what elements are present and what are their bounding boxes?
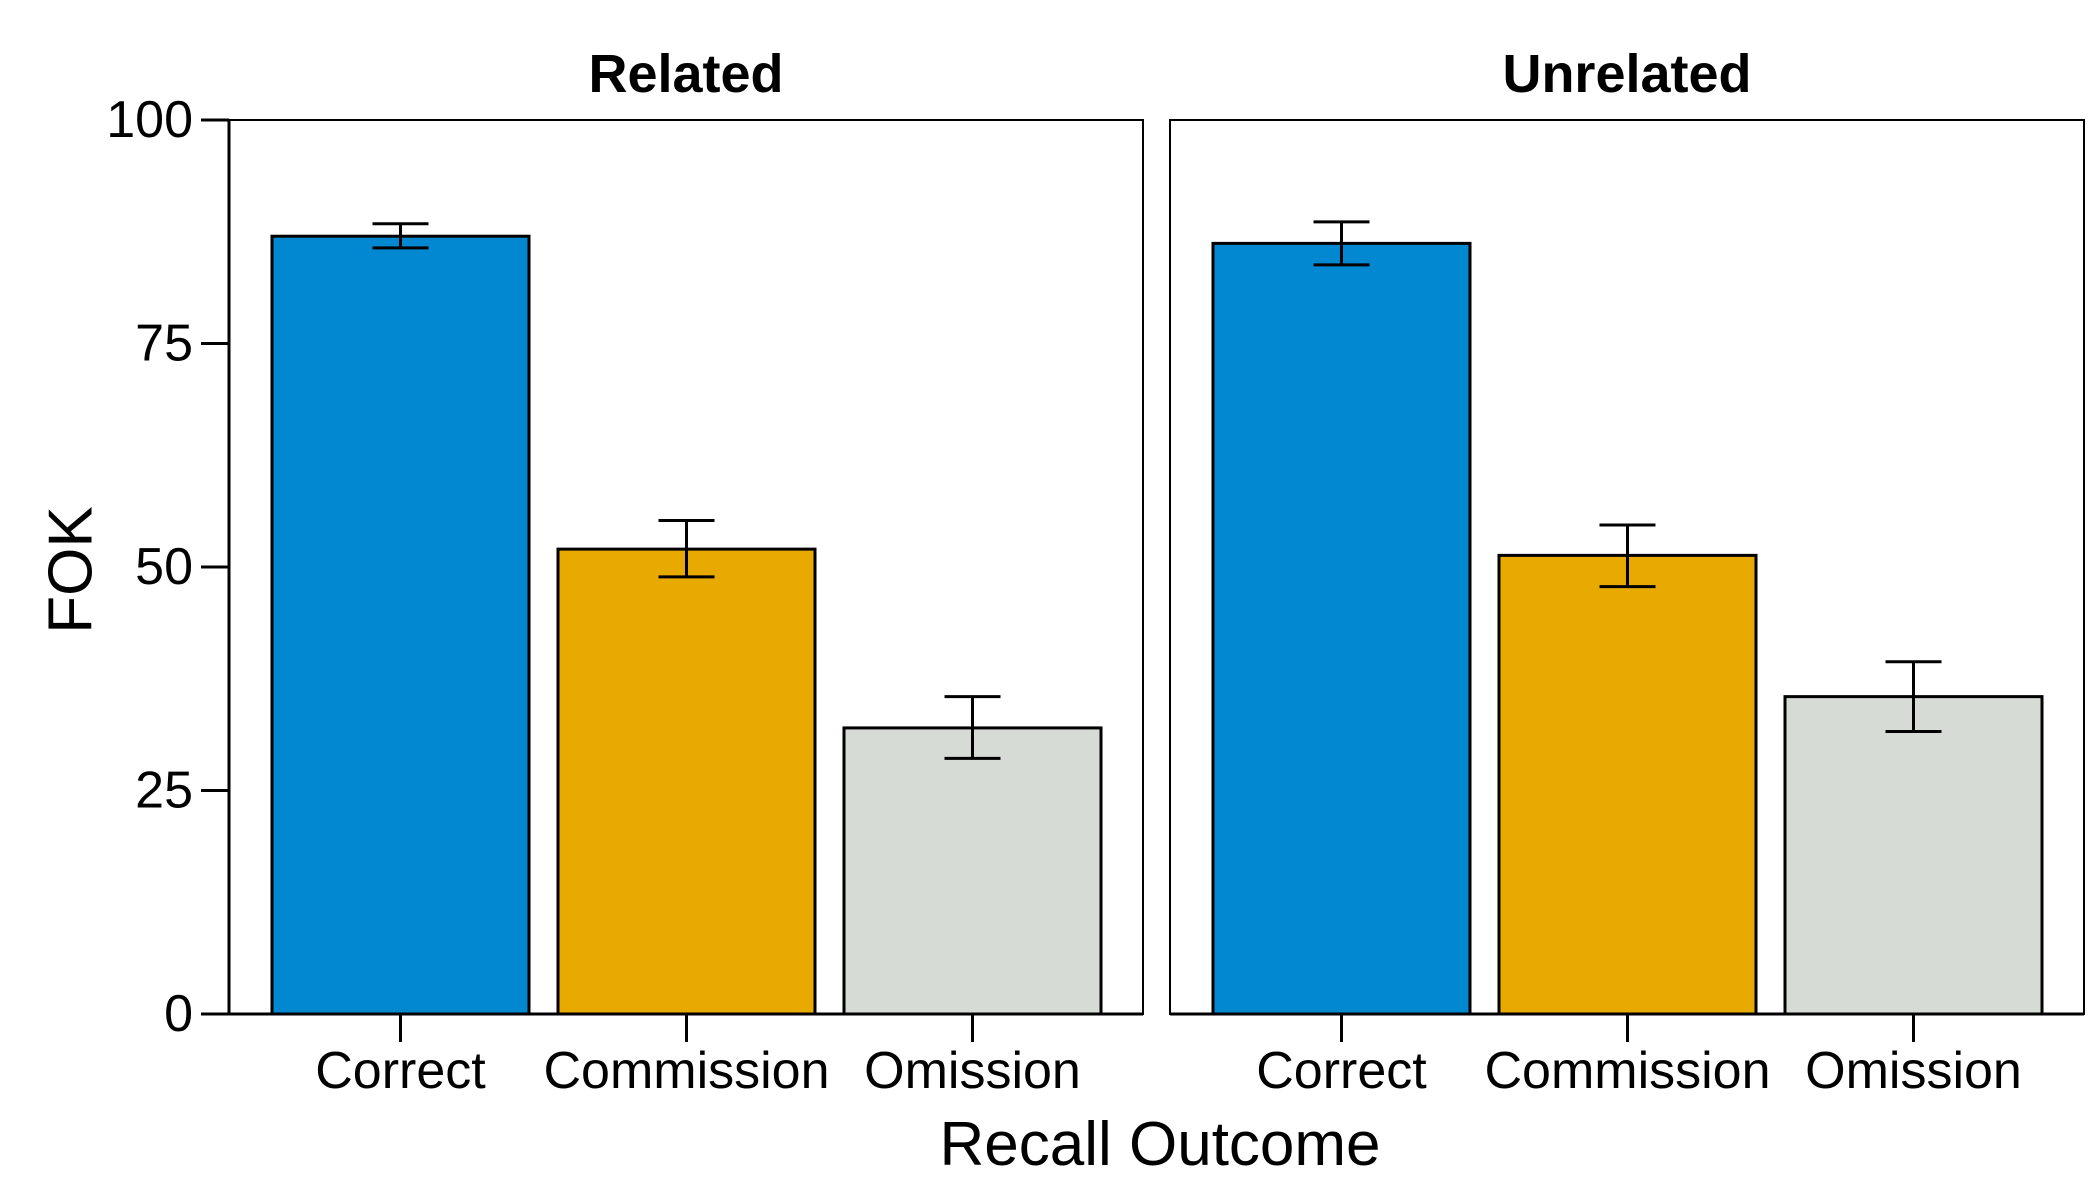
x-tick-label: Correct [315,1042,486,1100]
panel-title: Unrelated [1502,44,1751,104]
bar-commission [1497,553,1758,1016]
panel-unrelated: Unrelated Correct Commission Omission [1169,44,2085,1100]
x-tick-label: Commission [543,1042,829,1100]
bar-correct [1211,241,1472,1016]
panel-related: Related Correct Commission Omission [228,44,1144,1100]
x-axis-title: Recall Outcome [939,1110,1380,1179]
y-tick-label: 100 [106,91,193,149]
error-bar [1885,660,1942,733]
bar-omission [842,726,1103,1016]
y-tick-label: 25 [135,762,193,820]
x-tick-label: Omission [864,1042,1081,1100]
y-tick-label: 0 [164,985,193,1043]
y-tick-label: 50 [135,538,193,596]
chart-panels: 0 25 50 75 100 Related Correct Commission Omissi… [106,44,2085,1100]
x-tick-label: Omission [1805,1042,2022,1100]
x-tick-label: Correct [1256,1042,1427,1100]
y-axis: 0 25 50 75 100 [106,91,231,1043]
y-axis-title: FOK [36,506,105,633]
bar-omission [1783,695,2044,1016]
y-tick-label: 75 [135,315,193,373]
error-bar [372,222,429,250]
error-bar [944,695,1001,760]
bar-commission [556,547,817,1016]
panel-title: Related [588,44,783,104]
error-bar [1599,523,1656,589]
error-bar [1313,220,1370,267]
x-tick-label: Commission [1484,1042,1770,1100]
error-bar [658,519,715,579]
bar-correct [270,234,531,1016]
